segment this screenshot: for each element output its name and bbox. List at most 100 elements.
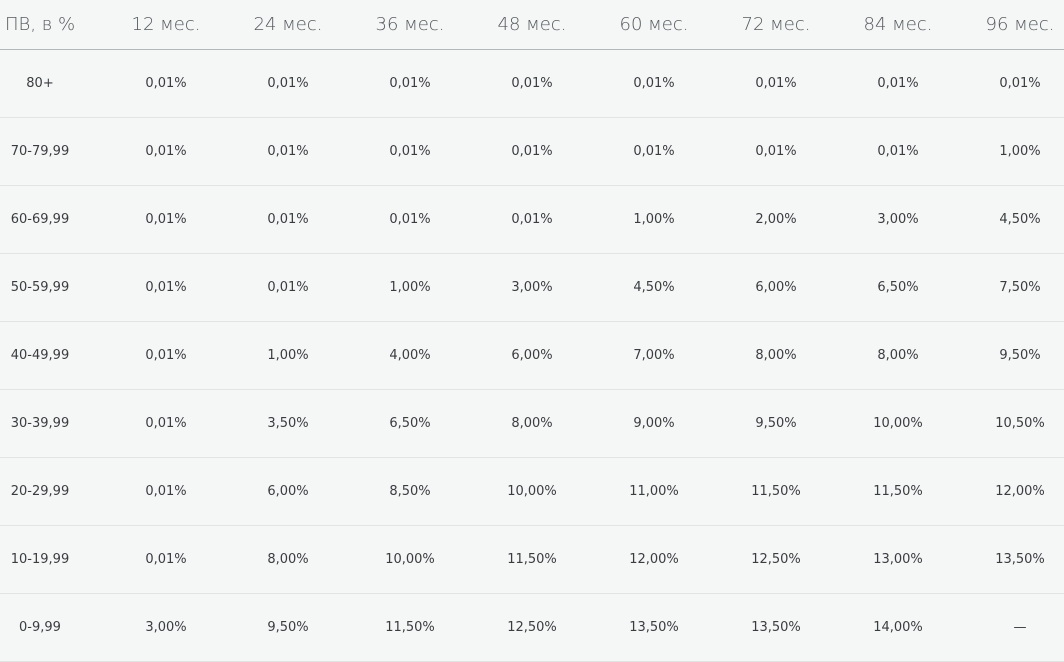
row-label: 30-39,99 xyxy=(10,416,70,431)
table-cell: 13,00% xyxy=(873,552,923,567)
table-row: 70-79,99 0,01% 0,01% 0,01% 0,01% 0,01% 0,01% 0,… xyxy=(0,118,1064,186)
column-header: 12 мес. xyxy=(131,14,201,35)
table-cell: 11,50% xyxy=(507,552,557,567)
row-label: 50-59,99 xyxy=(10,280,70,295)
table-cell: 10,00% xyxy=(873,416,923,431)
table-cell: 3,00% xyxy=(877,212,919,227)
table-cell: 0,01% xyxy=(267,76,309,91)
table-cell: 8,00% xyxy=(877,348,919,363)
table-cell: 0,01% xyxy=(145,416,187,431)
table-cell: 0,01% xyxy=(389,212,431,227)
table-cell: 8,00% xyxy=(267,552,309,567)
row-label: 40-49,99 xyxy=(10,348,70,363)
column-header: 48 мес. xyxy=(497,14,567,35)
table-cell: 14,00% xyxy=(873,620,923,635)
table-cell: 7,50% xyxy=(999,280,1041,295)
table-cell: 0,01% xyxy=(999,76,1041,91)
table-cell: 0,01% xyxy=(145,144,187,159)
table-cell: 13,50% xyxy=(629,620,679,635)
column-header: 84 мес. xyxy=(863,14,933,35)
row-label: 80+ xyxy=(26,76,54,91)
table-cell: 0,01% xyxy=(511,76,553,91)
table-cell: 0,01% xyxy=(633,144,675,159)
table-cell: 3,50% xyxy=(267,416,309,431)
table-cell: 0,01% xyxy=(755,76,797,91)
table-cell: 11,50% xyxy=(385,620,435,635)
table-cell: 0,01% xyxy=(145,348,187,363)
table-cell: 0,01% xyxy=(389,144,431,159)
table-cell: 6,00% xyxy=(267,484,309,499)
table-cell: 0,01% xyxy=(633,76,675,91)
table-cell: 0,01% xyxy=(511,212,553,227)
table-cell: 0,01% xyxy=(267,280,309,295)
table-cell: 9,00% xyxy=(633,416,675,431)
column-header: 96 мес. xyxy=(985,14,1055,35)
table-cell: 1,00% xyxy=(389,280,431,295)
table-cell: 4,50% xyxy=(633,280,675,295)
table-cell: 6,50% xyxy=(389,416,431,431)
table-row: 30-39,99 0,01% 3,50% 6,50% 8,00% 9,00% 9,50% 10… xyxy=(0,390,1064,458)
table-cell: 10,00% xyxy=(507,484,557,499)
table-cell: 6,50% xyxy=(877,280,919,295)
table-cell: 3,00% xyxy=(511,280,553,295)
table-row: 60-69,99 0,01% 0,01% 0,01% 0,01% 1,00% 2,00% 3,… xyxy=(0,186,1064,254)
table-cell: 0,01% xyxy=(145,76,187,91)
table-cell: 0,01% xyxy=(145,280,187,295)
table-cell: 12,00% xyxy=(995,484,1045,499)
table-cell: 0,01% xyxy=(755,144,797,159)
table-cell: 10,50% xyxy=(995,416,1045,431)
table-cell: 0,01% xyxy=(877,76,919,91)
table-cell: 0,01% xyxy=(511,144,553,159)
table-cell: 8,00% xyxy=(511,416,553,431)
table-cell: 0,01% xyxy=(877,144,919,159)
column-header: ПВ, в % xyxy=(5,14,76,35)
table-row: 10-19,99 0,01% 8,00% 10,00% 11,50% 12,00% 12,5… xyxy=(0,526,1064,594)
table-cell: 9,50% xyxy=(999,348,1041,363)
table-cell: 12,50% xyxy=(751,552,801,567)
table-cell: 1,00% xyxy=(267,348,309,363)
row-label: 70-79,99 xyxy=(10,144,70,159)
table-cell: 11,50% xyxy=(873,484,923,499)
table-row: 20-29,99 0,01% 6,00% 8,50% 10,00% 11,00% 11,50… xyxy=(0,458,1064,526)
table-cell: 9,50% xyxy=(267,620,309,635)
row-label: 60-69,99 xyxy=(10,212,70,227)
table-cell: 2,00% xyxy=(755,212,797,227)
table-cell: 0,01% xyxy=(145,212,187,227)
table-row: 40-49,99 0,01% 1,00% 4,00% 6,00% 7,00% 8,00% 8,… xyxy=(0,322,1064,390)
table-cell: 10,00% xyxy=(385,552,435,567)
table-cell: — xyxy=(1013,620,1027,635)
table-cell: 3,00% xyxy=(145,620,187,635)
table-cell: 0,01% xyxy=(267,212,309,227)
column-header: 72 мес. xyxy=(741,14,811,35)
table-cell: 0,01% xyxy=(389,76,431,91)
table-cell: 0,01% xyxy=(145,484,187,499)
table-cell: 11,00% xyxy=(629,484,679,499)
table-cell: 4,50% xyxy=(999,212,1041,227)
column-header: 36 мес. xyxy=(375,14,445,35)
table-cell: 9,50% xyxy=(755,416,797,431)
table-cell: 8,00% xyxy=(755,348,797,363)
table-row: 50-59,99 0,01% 0,01% 1,00% 3,00% 4,50% 6,00% 6,… xyxy=(0,254,1064,322)
table-row: 0-9,99 3,00% 9,50% 11,50% 12,50% 13,50% 13,50%… xyxy=(0,594,1064,662)
table-cell: 0,01% xyxy=(267,144,309,159)
row-label: 0-9,99 xyxy=(19,620,61,635)
table-cell: 0,01% xyxy=(145,552,187,567)
table-cell: 6,00% xyxy=(511,348,553,363)
table-cell: 4,00% xyxy=(389,348,431,363)
table-cell: 1,00% xyxy=(633,212,675,227)
column-header: 60 мес. xyxy=(619,14,689,35)
table-cell: 13,50% xyxy=(995,552,1045,567)
table-cell: 8,50% xyxy=(389,484,431,499)
table-cell: 6,00% xyxy=(755,280,797,295)
table-cell: 13,50% xyxy=(751,620,801,635)
table-cell: 12,00% xyxy=(629,552,679,567)
table-cell: 1,00% xyxy=(999,144,1041,159)
table-row: 80+ 0,01% 0,01% 0,01% 0,01% 0,01% 0,01% 0,01% 0,… xyxy=(0,50,1064,118)
table-cell: 11,50% xyxy=(751,484,801,499)
row-label: 20-29,99 xyxy=(10,484,70,499)
table-header: ПВ, в % 12 мес. 24 мес. 36 мес. 48 мес. 60 ме… xyxy=(0,0,1064,50)
table-cell: 7,00% xyxy=(633,348,675,363)
table-cell: 12,50% xyxy=(507,620,557,635)
row-label: 10-19,99 xyxy=(10,552,70,567)
